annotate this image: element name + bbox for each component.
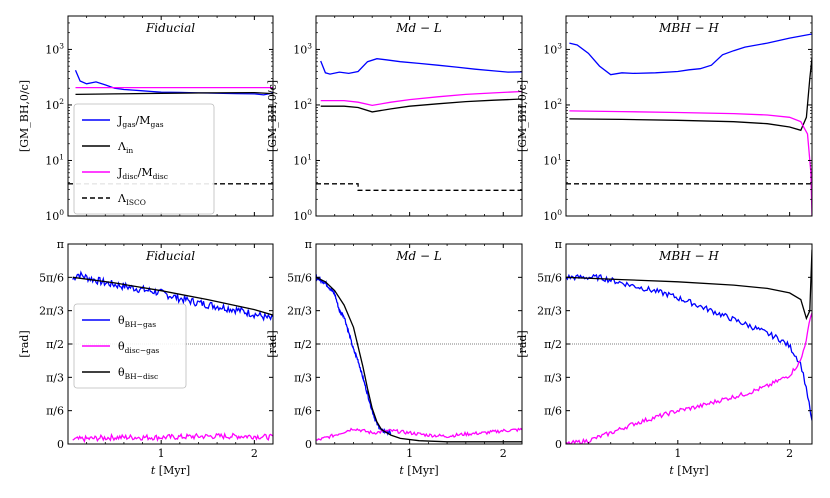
panel-title: Fiducial	[145, 21, 195, 35]
y-tick-label: 5π/6	[537, 271, 562, 284]
panel-2: 100 101 102 103 Md − L [GM_BH,0/c]	[266, 15, 523, 223]
legend-label: Jgas/Mgas	[117, 114, 164, 129]
y-tick-label: π	[57, 238, 64, 251]
x-tick-label: 2	[500, 447, 507, 460]
series-line-2	[316, 427, 522, 441]
y-tick-label: 2π/3	[39, 305, 64, 318]
x-tick-label: 2	[786, 447, 793, 460]
x-tick-label: 1	[674, 447, 681, 460]
series-line-1	[316, 273, 392, 436]
y-tick-label: 2π/3	[287, 305, 312, 318]
y-tick-label: 0	[555, 438, 562, 451]
legend-label: Jdisc/Mdisc	[117, 166, 168, 181]
x-axis-label: t [Myr]	[399, 464, 438, 477]
y-tick-label: 101	[543, 152, 562, 167]
series-line-4	[316, 183, 522, 191]
legend-label: θBH−disc	[118, 366, 158, 381]
panel-title: Md − L	[395, 21, 442, 35]
series-group	[566, 249, 812, 444]
panel-title: MBH − H	[658, 21, 719, 35]
legend-label: θdisc−gas	[118, 340, 159, 355]
panel-3: 100 101 102 103 MBH − H [GM_BH,0/c]	[516, 15, 813, 223]
y-tick-label: 102	[543, 97, 562, 112]
y-tick-label: π/2	[544, 338, 562, 351]
series-group	[316, 58, 522, 191]
series-line-3	[320, 90, 522, 107]
x-axis-label: t [Myr]	[669, 464, 708, 477]
y-tick-label: π/6	[544, 405, 562, 418]
x-axis-label: t [Myr]	[151, 464, 190, 477]
y-tick-label: π	[305, 238, 312, 251]
y-tick-label: π/3	[46, 371, 64, 384]
legend-label: θBH−gas	[118, 314, 156, 329]
y-axis-label: [rad]	[516, 330, 529, 357]
panel-title: MBH − H	[658, 249, 719, 263]
series-line-1	[569, 33, 812, 76]
legend: Jgas/Mgas Λin Jdisc/Mdisc ΛISCO	[73, 103, 215, 215]
series-line-2	[320, 98, 522, 113]
y-tick-label: 102	[293, 97, 312, 112]
y-axis-label: [GM_BH,0/c]	[516, 80, 529, 152]
plot-frame	[67, 15, 274, 217]
panel-title: Fiducial	[145, 249, 195, 263]
legend-box	[73, 303, 187, 389]
y-tick-label: 103	[45, 41, 64, 56]
series-group	[316, 273, 522, 443]
plot-frame	[315, 15, 523, 217]
y-tick-label: 102	[45, 97, 64, 112]
y-tick-label: 103	[293, 41, 312, 56]
series-line-2	[569, 57, 812, 132]
y-tick-label: π/3	[294, 371, 312, 384]
legend-box	[73, 103, 215, 215]
y-tick-label: π/6	[46, 405, 64, 418]
y-tick-label: 5π/6	[39, 271, 64, 284]
y-tick-label: 0	[57, 438, 64, 451]
y-tick-label: 5π/6	[287, 271, 312, 284]
series-line-2	[72, 432, 273, 444]
y-axis-label: [rad]	[266, 330, 279, 357]
series-line-1	[566, 273, 812, 421]
panel-1: 100 101 102 103 Fiducial [GM_BH,0/c] Jgas/Mgas…	[18, 15, 274, 223]
legend-label: Λin	[117, 140, 133, 155]
y-axis-label: [GM_BH,0/c]	[18, 80, 31, 152]
x-tick-label: 2	[251, 447, 258, 460]
panel-6: 1 2 0 π/6 π/3 π/2 2π/3 5π/6 π MBH − H [rad] t [Myr]	[516, 238, 813, 477]
y-axis-label: [rad]	[18, 330, 31, 357]
panel-title: Md − L	[395, 249, 442, 263]
series-group	[72, 270, 273, 444]
y-tick-label: 101	[293, 152, 312, 167]
y-tick-label: π/2	[294, 338, 312, 351]
y-tick-label: 101	[45, 152, 64, 167]
series-line-1	[320, 58, 522, 75]
y-tick-label: π/6	[294, 405, 312, 418]
y-tick-label: 0	[305, 438, 312, 451]
legend: θBH−gas θdisc−gas θBH−disc	[73, 303, 187, 389]
plot-frame	[565, 15, 813, 217]
series-line-3	[569, 110, 812, 216]
y-tick-label: 100	[45, 208, 64, 223]
y-tick-label: 103	[543, 41, 562, 56]
series-line-3	[566, 249, 812, 321]
y-tick-label: π	[555, 238, 562, 251]
legend-label: ΛISCO	[117, 192, 146, 207]
series-line-1	[74, 70, 273, 96]
panel-5: 1 2 0 π/6 π/3 π/2 2π/3 5π/6 π Md − L [rad] t [Myr]	[266, 238, 523, 477]
x-tick-label: 1	[158, 447, 165, 460]
y-tick-label: 100	[293, 208, 312, 223]
series-line-3	[316, 276, 522, 443]
series-group	[566, 33, 812, 216]
series-line-3	[72, 276, 273, 316]
panel-4: 1 2 0 π/6 π/3 π/2 2π/3 5π/6 π Fiducial [rad] t [Myr…	[18, 238, 274, 477]
series-line-1	[72, 270, 273, 322]
y-axis-label: [GM_BH,0/c]	[266, 80, 279, 152]
y-tick-label: 2π/3	[537, 305, 562, 318]
series-line-2	[566, 312, 812, 444]
y-tick-label: 100	[543, 208, 562, 223]
y-tick-label: π/3	[544, 371, 562, 384]
y-tick-label: π/2	[46, 338, 64, 351]
x-tick-label: 1	[406, 447, 413, 460]
series-line-2	[75, 91, 273, 96]
